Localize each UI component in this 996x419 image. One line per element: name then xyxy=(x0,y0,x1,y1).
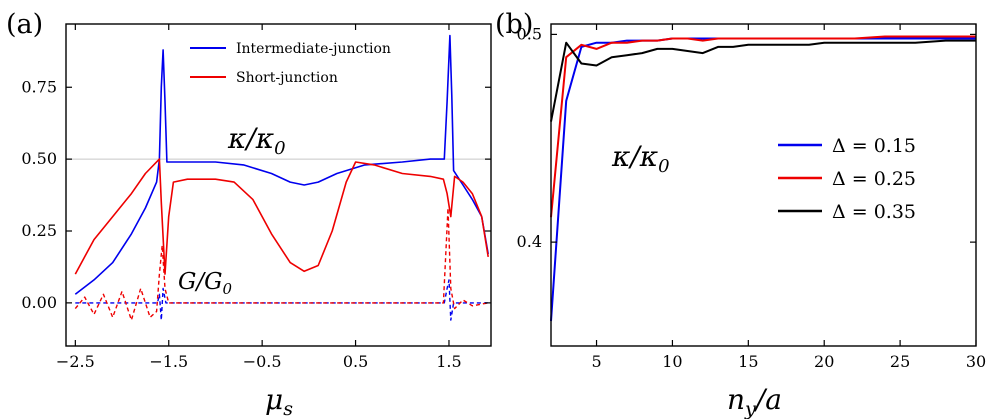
panel-a-series-line-1 xyxy=(74,158,489,275)
panel-b-x-tick-label: 5 xyxy=(591,352,601,371)
panel-b-series-line-1 xyxy=(550,35,976,218)
panel-a-x-label-main: μ xyxy=(265,383,283,416)
panel-b-x-label-tail: /a xyxy=(753,383,782,416)
panel-b-ticks: 5 10 15 20 25 30 0.4 0.5 xyxy=(517,24,986,371)
legend-label-delta-015: Δ = 0.15 xyxy=(832,135,916,157)
panel-a-ticks: −2.5 −1.5 −0.5 0.5 1.5 0.00 0.25 0.50 0.75 xyxy=(21,24,491,371)
panel-b-x-axis-label: ny/a xyxy=(727,383,782,419)
panel-b-kappa-main: κ/κ xyxy=(611,140,658,173)
panel-a-series-line-0 xyxy=(74,34,489,295)
panel-b-series-line-2 xyxy=(550,39,976,122)
legend-label-delta-025: Δ = 0.25 xyxy=(832,168,916,190)
panel-a-x-tick-label: −0.5 xyxy=(243,352,282,371)
panel-b-y-tick-label: 0.4 xyxy=(517,232,542,251)
legend-label-short: Short-junction xyxy=(236,70,338,86)
panel-a-conductance-annotation: G/G0 xyxy=(178,269,233,298)
panel-a-x-tick-label: −1.5 xyxy=(149,352,188,371)
panel-a-y-tick-label: 0.00 xyxy=(21,293,57,312)
panel-a-kappa-annotation: κ/κ0 xyxy=(227,122,286,159)
panel-a-series xyxy=(74,34,489,321)
panel-a-x-label-sub: s xyxy=(283,398,293,419)
panel-b-x-label-sub: y xyxy=(744,398,756,419)
panel-a: (a) −2.5 −1.5 −0.5 0.5 1.5 0.00 0.25 0.50 0.75 I… xyxy=(6,9,492,419)
legend-label-intermediate: Intermediate-junction xyxy=(236,41,391,57)
panel-b-legend: Δ = 0.15 Δ = 0.25 Δ = 0.35 xyxy=(778,135,916,223)
panel-a-y-tick-label: 0.25 xyxy=(21,221,57,240)
panel-b-label: (b) xyxy=(495,9,533,40)
panel-a-frame xyxy=(65,23,492,347)
panel-a-x-axis-label: μs xyxy=(265,383,293,419)
conductance-annotation-main: G/G xyxy=(178,269,223,295)
legend-label-delta-035: Δ = 0.35 xyxy=(832,201,916,223)
panel-b-x-label-main: n xyxy=(727,383,745,416)
kappa-annotation-main: κ/κ xyxy=(227,122,274,155)
panel-b-x-tick-label: 30 xyxy=(966,352,986,371)
panel-b-x-tick-label: 10 xyxy=(662,352,682,371)
panel-a-x-tick-label: −2.5 xyxy=(56,352,95,371)
panel-b-kappa-sub: 0 xyxy=(658,156,669,177)
panel-a-series-line-2 xyxy=(75,279,489,321)
panel-a-y-tick-label: 0.75 xyxy=(21,77,57,96)
panel-b-y-tick-label: 0.5 xyxy=(517,24,542,43)
panel-b-x-tick-label: 15 xyxy=(738,352,758,371)
panel-a-x-tick-label: 0.5 xyxy=(343,352,368,371)
panel-a-legend: Intermediate-junction Short-junction xyxy=(190,41,391,86)
panel-b-frame xyxy=(550,23,977,347)
kappa-annotation-sub: 0 xyxy=(274,138,285,159)
panel-b-series xyxy=(550,35,976,322)
conductance-annotation-sub: 0 xyxy=(223,280,233,298)
panel-a-label: (a) xyxy=(6,9,43,40)
panel-a-y-tick-label: 0.50 xyxy=(21,149,57,168)
panel-b-x-tick-label: 20 xyxy=(814,352,834,371)
panel-b-x-tick-label: 25 xyxy=(890,352,910,371)
panel-a-x-tick-label: 1.5 xyxy=(436,352,461,371)
panel-b: (b) 5 10 15 20 25 30 0.4 0.5 κ/κ0 Δ = 0.15 Δ = … xyxy=(495,9,986,419)
panel-b-kappa-annotation: κ/κ0 xyxy=(611,140,670,177)
